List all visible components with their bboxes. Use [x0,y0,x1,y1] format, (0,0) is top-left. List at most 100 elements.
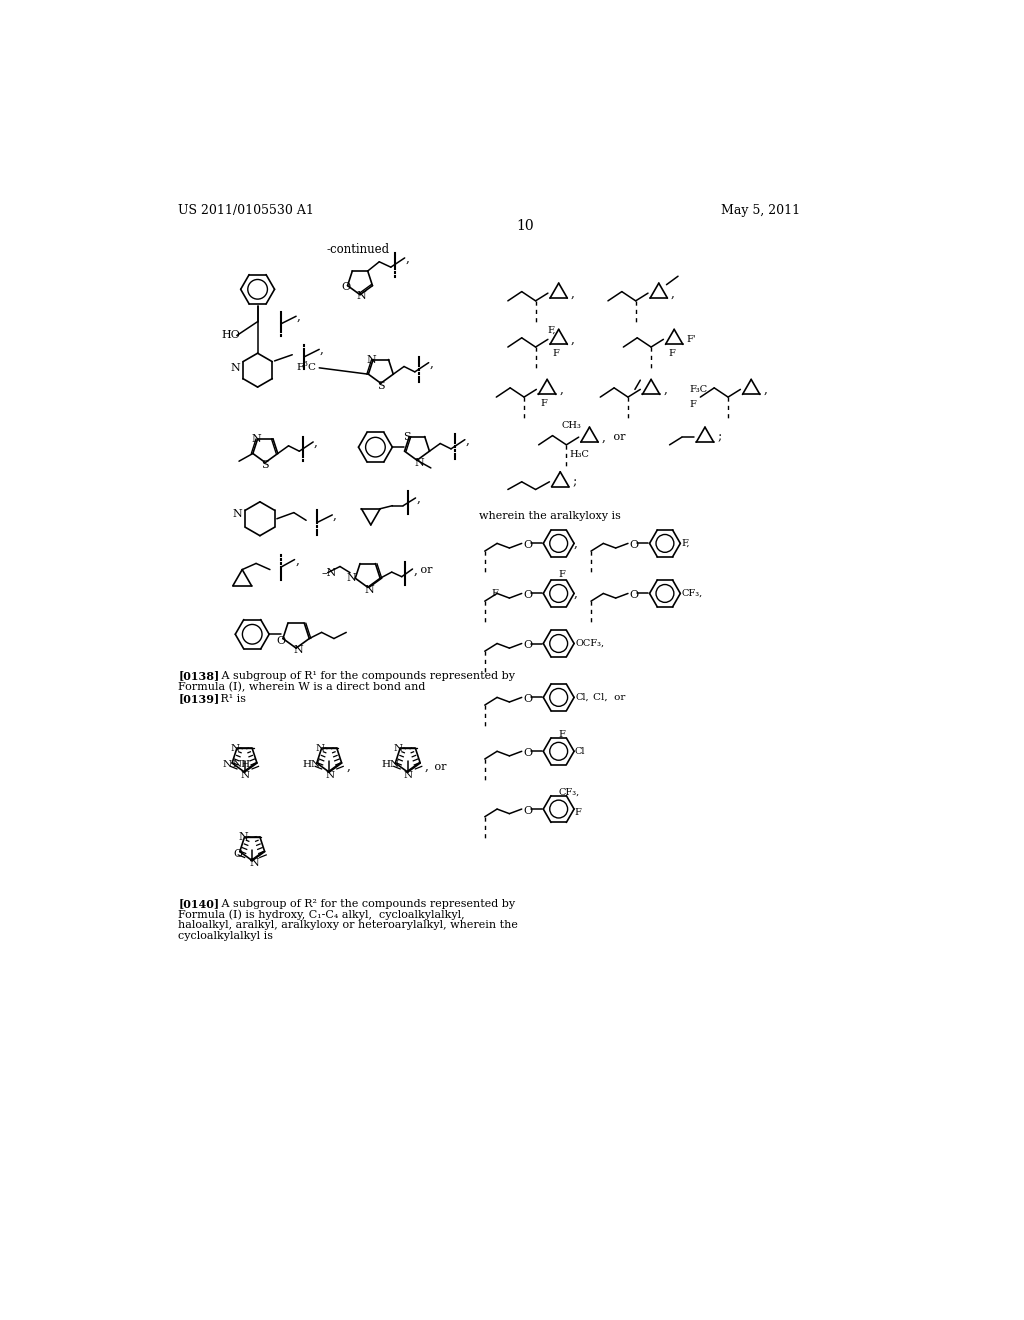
Text: [0140]: [0140] [178,899,219,909]
Text: N: N [326,771,335,780]
Text: H₃C: H₃C [569,450,590,458]
Text: O: O [233,849,243,859]
Text: HN: HN [382,760,399,770]
Text: haloalkyl, aralkyl, aralkyloxy or heteroarylalkyl, wherein the: haloalkyl, aralkyl, aralkyloxy or hetero… [178,920,518,931]
Text: ,: , [295,554,299,566]
Text: ,: , [425,760,429,774]
Text: [0139]: [0139] [178,693,219,705]
Text: ,: , [574,537,578,550]
Text: [0138]: [0138] [178,671,219,681]
Text: –N: –N [322,568,337,578]
Text: cycloalkylalkyl is: cycloalkylalkyl is [178,931,273,941]
Text: N: N [294,645,303,656]
Text: S: S [403,432,411,442]
Text: O: O [523,640,532,649]
Text: wherein the aralkyloxy is: wherein the aralkyloxy is [478,511,621,521]
Text: ,: , [764,383,767,396]
Text: ,: , [406,252,410,265]
Text: O: O [341,282,350,292]
Text: N: N [222,760,231,770]
Text: N: N [415,458,424,469]
Text: N: N [346,573,355,583]
Text: N: N [249,858,259,869]
Text: O: O [276,636,286,645]
Text: ,: , [314,436,317,449]
Text: ,: , [414,564,417,577]
Text: ,: , [417,492,420,506]
Text: R¹ is: R¹ is [210,694,246,704]
Text: HO: HO [221,330,241,341]
Text: 10: 10 [516,219,534,234]
Text: F,: F, [548,326,556,334]
Text: F: F [668,348,675,358]
Text: F: F [490,589,498,598]
Text: ,: , [319,343,324,356]
Text: or: or [431,762,446,772]
Text: F: F [559,570,565,579]
Text: F': F' [686,335,696,343]
Text: Formula (I), wherein W is a direct bond and: Formula (I), wherein W is a direct bond … [178,681,426,692]
Text: CF₃,: CF₃, [682,589,703,598]
Text: N: N [365,585,375,595]
Text: N: N [403,771,413,780]
Text: A subgroup of R² for the compounds represented by: A subgroup of R² for the compounds repre… [211,899,515,908]
Text: or: or [609,432,625,442]
Text: ,: , [346,760,350,774]
Text: N: N [241,771,250,780]
Text: ,: , [671,286,675,300]
Text: N: N [252,434,261,444]
Text: ,: , [297,310,301,323]
Text: O: O [630,590,639,601]
Text: N: N [230,363,241,372]
Text: A subgroup of R¹ for the compounds represented by: A subgroup of R¹ for the compounds repre… [211,671,515,681]
Text: 3: 3 [302,360,307,368]
Text: ,: , [664,383,668,396]
Text: ,: , [429,356,433,370]
Text: F₃C: F₃C [689,385,708,393]
Text: May 5, 2011: May 5, 2011 [721,205,801,218]
Text: F,: F, [682,539,690,548]
Text: CH₃: CH₃ [562,421,582,430]
Text: N: N [239,832,248,842]
Text: ;: ; [572,475,577,488]
Text: O: O [523,540,532,550]
Text: NH: NH [232,760,251,770]
Text: ,: , [574,587,578,601]
Text: O: O [523,748,532,758]
Text: O: O [630,540,639,550]
Text: F: F [553,348,559,358]
Text: -continued: -continued [327,243,390,256]
Text: Cl: Cl [574,747,585,756]
Text: O: O [523,694,532,704]
Text: US 2011/0105530 A1: US 2011/0105530 A1 [178,205,314,218]
Text: ;: ; [717,430,722,444]
Text: ,: , [333,508,337,521]
Text: N: N [357,292,367,301]
Text: or: or [417,565,432,574]
Text: F: F [296,363,303,372]
Text: N: N [315,744,325,752]
Text: OCF₃,: OCF₃, [575,639,605,648]
Text: S: S [377,380,385,391]
Text: ,: , [466,434,470,447]
Text: Cl,: Cl, [575,693,589,702]
Text: N: N [232,510,242,519]
Text: Cl,  or: Cl, or [593,693,625,702]
Text: HN: HN [303,760,322,770]
Text: F: F [689,400,696,409]
Text: ,: , [571,333,574,346]
Text: F: F [574,808,581,817]
Text: N: N [230,744,240,752]
Text: S: S [261,459,269,470]
Text: C: C [307,363,315,372]
Text: ,: , [571,286,574,300]
Text: N: N [367,355,377,364]
Text: N: N [394,744,403,752]
Text: F: F [541,399,547,408]
Text: ,: , [559,383,563,396]
Text: Formula (I) is hydroxy, C₁-C₄ alkyl,  cycloalkylalkyl,: Formula (I) is hydroxy, C₁-C₄ alkyl, cyc… [178,909,465,920]
Text: CF₃,: CF₃, [559,788,580,796]
Text: O: O [523,590,532,601]
Text: F: F [559,730,565,739]
Text: ,: , [602,430,605,444]
